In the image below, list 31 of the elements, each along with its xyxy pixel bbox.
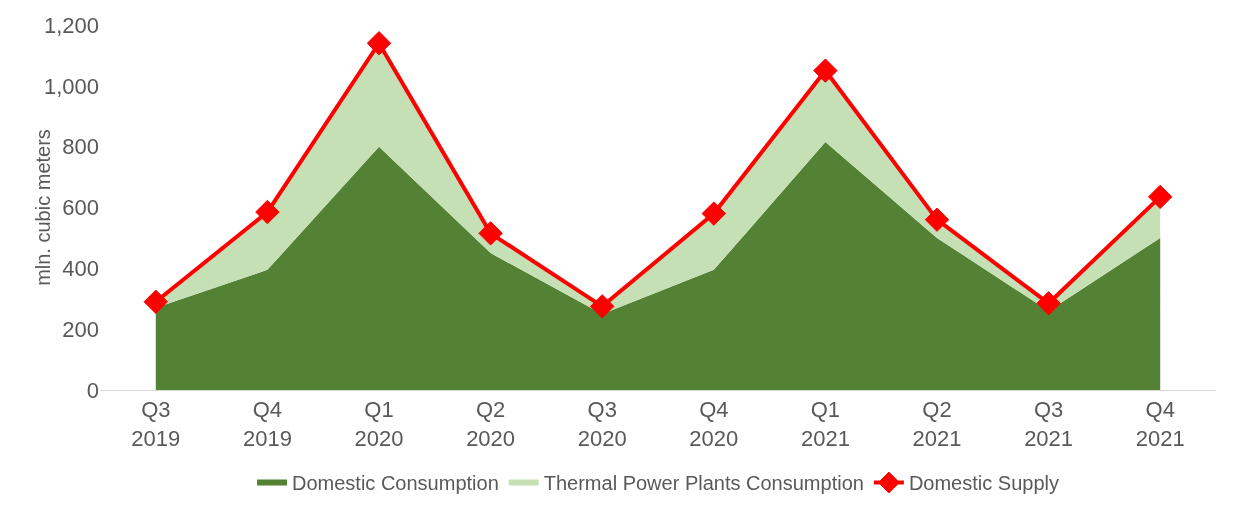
point: [924, 207, 950, 232]
point: [366, 31, 392, 56]
x-tick-label: Q1 2020: [354, 397, 404, 451]
x-tick-label: Q2 2020: [466, 397, 516, 451]
point: [478, 221, 503, 246]
y-tick-label: 1,000: [43, 73, 99, 99]
x-tick-label: Q3 2019: [131, 397, 181, 451]
y-axis-title: mln. cubic meters: [32, 129, 54, 286]
x-tick-label: Q4 2021: [1135, 397, 1185, 451]
y-tick-label: 400: [62, 256, 99, 282]
x-tick-label: Q3 2021: [1024, 397, 1074, 451]
y-tick-label: 800: [62, 134, 99, 160]
y-tick-label: 600: [62, 195, 99, 221]
y-tick-label: 200: [62, 316, 99, 342]
point: [1036, 291, 1061, 316]
x-tick-label: Q4 2019: [242, 397, 292, 451]
x-tick-label: Q4 2020: [689, 397, 739, 451]
point: [701, 201, 726, 226]
point: [255, 199, 280, 225]
legend-label: Domestic Consumption: [292, 472, 499, 495]
x-tick-label: Q3 2020: [577, 397, 627, 451]
legend-label: Thermal Power Plants Consumption: [543, 472, 864, 495]
legend-label: Domestic Supply: [908, 472, 1059, 495]
point: [1148, 184, 1173, 210]
point: [590, 294, 615, 319]
x-tick-label: Q2 2021: [912, 397, 962, 451]
point: [813, 58, 838, 83]
y-tick-label: 0: [86, 377, 99, 403]
point: [143, 289, 168, 314]
y-tick-label: 1,200: [43, 12, 99, 38]
x-tick-label: Q1 2021: [800, 397, 850, 451]
